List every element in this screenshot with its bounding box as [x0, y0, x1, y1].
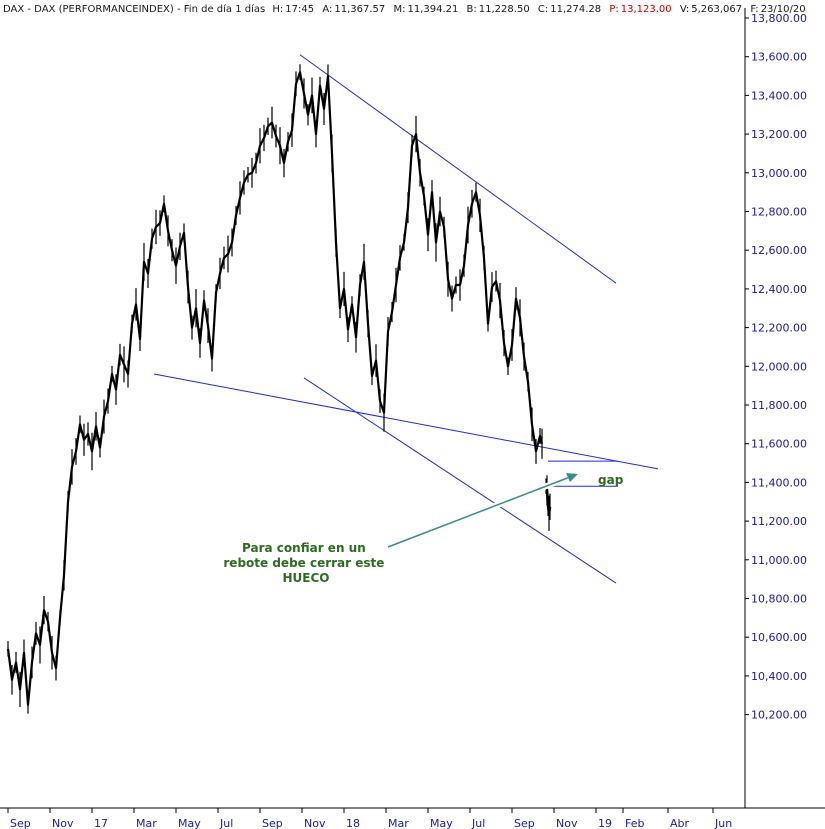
x-tick-label: Mar — [136, 817, 157, 829]
y-tick-label: 13,600.00 — [751, 51, 807, 64]
y-tick-label: 13,800.00 — [751, 12, 807, 25]
x-tick-label: Sep — [10, 817, 31, 829]
y-tick-label: 12,000.00 — [751, 360, 807, 373]
trendlines — [153, 54, 659, 584]
y-tick-label: 10,800.00 — [751, 593, 807, 606]
x-tick-label: Sep — [262, 817, 283, 829]
x-tick-label: 18 — [346, 817, 360, 829]
y-tick-label: 11,000.00 — [751, 554, 807, 567]
x-tick-label: Nov — [556, 817, 578, 829]
y-tick-label: 11,400.00 — [751, 476, 807, 489]
y-tick-label: 12,800.00 — [751, 206, 807, 219]
y-tick-label: 12,600.00 — [751, 244, 807, 257]
annotation-arrow — [386, 473, 578, 550]
x-tick-label: Mar — [388, 817, 409, 829]
x-tick-label: 19 — [598, 817, 612, 829]
y-tick-label: 11,200.00 — [751, 515, 807, 528]
gap-markers — [548, 460, 618, 487]
header-ticker: DAX - DAX (PERFORMANCEINDEX) — [3, 4, 174, 15]
header-m-value: 11,394.21 — [407, 4, 458, 15]
y-tick-label: 11,800.00 — [751, 399, 807, 412]
trendline — [299, 54, 617, 284]
y-axis-ticks: 10,200.00 10,400.00 10,600.00 10,800.00 11,0… — [745, 12, 807, 722]
y-tick-label: 13,200.00 — [751, 128, 807, 141]
y-tick-label: 12,400.00 — [751, 283, 807, 296]
header-p-value: 13,123.00 — [621, 4, 672, 15]
x-tick-label: Jun — [714, 817, 732, 829]
y-tick-label: 12,200.00 — [751, 322, 807, 335]
y-tick-label: 10,600.00 — [751, 631, 807, 644]
gap-label: gap — [598, 473, 624, 487]
x-tick-label: Feb — [625, 817, 644, 829]
x-tick-label: 17 — [94, 817, 108, 829]
y-tick-label: 10,400.00 — [751, 670, 807, 683]
annotation-line-1: Para confiar en un — [242, 541, 366, 555]
x-tick-label: Abr — [670, 817, 690, 829]
header-period: Fin de día 1 días — [184, 3, 265, 15]
header-line: DAX - DAX (PERFORMANCEINDEX) - Fin de dí… — [3, 3, 806, 15]
annotation-line-3: HUECO — [283, 571, 330, 585]
x-tick-label: Jul — [471, 817, 485, 829]
annotation-text: Para confiar en un rebote debe cerrar es… — [223, 541, 388, 585]
x-tick-label: Nov — [304, 817, 326, 829]
x-tick-label: May — [178, 817, 201, 829]
y-tick-label: 11,600.00 — [751, 438, 807, 451]
header-a-value: 11,367.57 — [334, 4, 385, 15]
header-h-value: 17:45 — [285, 4, 314, 15]
y-tick-label: 13,400.00 — [751, 89, 807, 102]
price-series — [6, 64, 552, 714]
trendline — [303, 377, 617, 584]
annotation-line-2: rebote debe cerrar este — [223, 556, 384, 570]
x-axis-ticks: Sep Nov 17 Mar May Jul Sep Nov 18 Mar May Jul Sep Nov… — [7, 808, 732, 829]
header-v-value: 5,263,067 — [691, 4, 742, 15]
x-tick-label: Jul — [219, 817, 233, 829]
x-tick-label: Sep — [514, 817, 535, 829]
header-c-value: 11,274.28 — [550, 4, 601, 15]
x-tick-label: Nov — [52, 817, 74, 829]
trendline — [153, 373, 659, 470]
header-b-value: 11,228.50 — [479, 4, 530, 15]
y-tick-label: 10,200.00 — [751, 709, 807, 722]
y-tick-label: 13,000.00 — [751, 167, 807, 180]
x-tick-label: May — [430, 817, 453, 829]
header-f-value: 23/10/20 — [761, 4, 806, 15]
